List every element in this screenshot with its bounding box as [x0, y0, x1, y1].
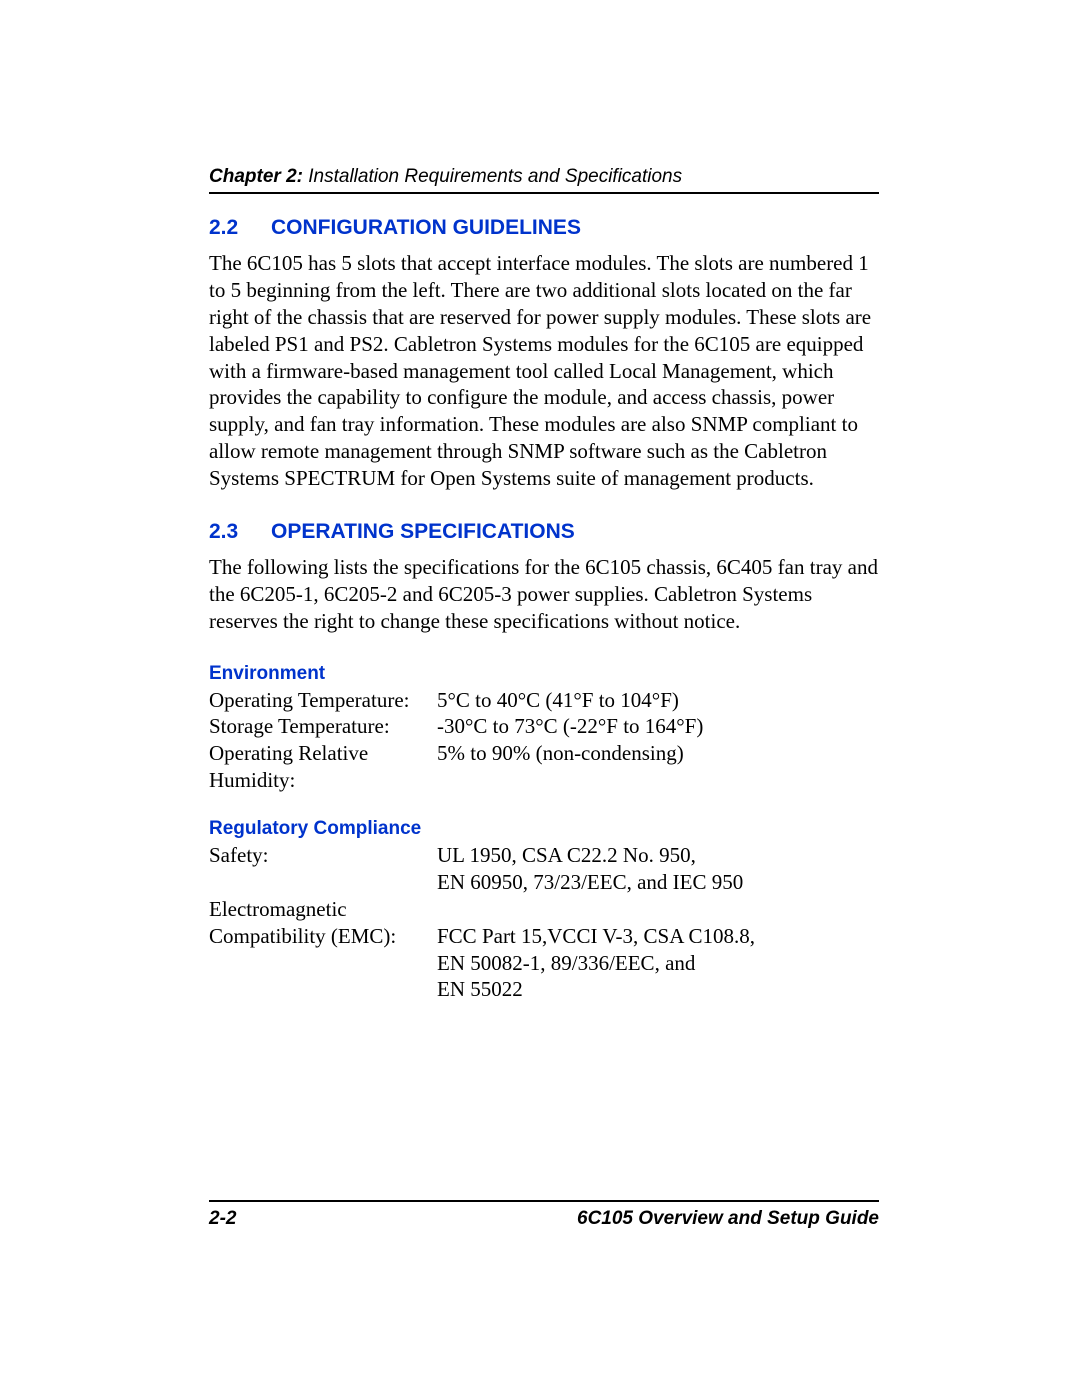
spec-row-safety-2: EN 60950, 73/23/EEC, and IEC 950	[209, 869, 879, 896]
spec-label-empty	[209, 869, 437, 896]
section-2-2-body: The 6C105 has 5 slots that accept interf…	[209, 250, 879, 492]
spec-label: Storage Temperature:	[209, 713, 437, 740]
spec-label: Safety:	[209, 842, 437, 869]
regulatory-subhead: Regulatory Compliance	[209, 818, 879, 840]
spec-value: EN 60950, 73/23/EEC, and IEC 950	[437, 869, 879, 896]
spec-value: 5°C to 40°C (41°F to 104°F)	[437, 687, 879, 714]
spec-value-empty	[437, 896, 879, 923]
section-title: CONFIGURATION GUIDELINES	[271, 216, 581, 239]
spec-label: Operating Relative Humidity:	[209, 740, 437, 794]
section-2-3-heading: 2.3OPERATING SPECIFICATIONS	[209, 520, 879, 544]
spec-value: -30°C to 73°C (-22°F to 164°F)	[437, 713, 879, 740]
spec-value: EN 55022	[437, 976, 879, 1003]
spec-label: Electromagnetic	[209, 896, 437, 923]
spec-value: UL 1950, CSA C22.2 No. 950,	[437, 842, 879, 869]
spec-value: FCC Part 15,VCCI V-3, CSA C108.8,	[437, 923, 879, 950]
spec-row-emc-2: EN 50082-1, 89/336/EEC, and	[209, 950, 879, 977]
page-footer: 2-2 6C105 Overview and Setup Guide	[209, 1200, 879, 1230]
spec-row-humidity: Operating Relative Humidity: 5% to 90% (…	[209, 740, 879, 794]
spec-label-empty	[209, 950, 437, 977]
spec-row-emc-3: EN 55022	[209, 976, 879, 1003]
spec-row-emc-label1: Electromagnetic	[209, 896, 879, 923]
environment-subhead: Environment	[209, 663, 879, 685]
spec-row-op-temp: Operating Temperature: 5°C to 40°C (41°F…	[209, 687, 879, 714]
spec-row-safety: Safety: UL 1950, CSA C22.2 No. 950,	[209, 842, 879, 869]
page-number: 2-2	[209, 1208, 236, 1230]
content-column: Chapter 2: Installation Requirements and…	[209, 166, 879, 1003]
section-number: 2.3	[209, 520, 271, 544]
section-2-3-body: The following lists the specifications f…	[209, 554, 879, 635]
spec-value: 5% to 90% (non-condensing)	[437, 740, 879, 794]
spec-row-emc-1: Compatibility (EMC): FCC Part 15,VCCI V-…	[209, 923, 879, 950]
section-number: 2.2	[209, 216, 271, 240]
chapter-label: Chapter 2:	[209, 166, 303, 187]
page: Chapter 2: Installation Requirements and…	[0, 0, 1080, 1397]
spec-label: Compatibility (EMC):	[209, 923, 437, 950]
running-header: Chapter 2: Installation Requirements and…	[209, 166, 879, 194]
chapter-title: Installation Requirements and Specificat…	[303, 166, 682, 187]
spec-value: EN 50082-1, 89/336/EEC, and	[437, 950, 879, 977]
doc-title: 6C105 Overview and Setup Guide	[577, 1208, 879, 1230]
section-2-2-heading: 2.2CONFIGURATION GUIDELINES	[209, 216, 879, 240]
spec-row-stor-temp: Storage Temperature: -30°C to 73°C (-22°…	[209, 713, 879, 740]
spec-label: Operating Temperature:	[209, 687, 437, 714]
spec-label-empty	[209, 976, 437, 1003]
section-title: OPERATING SPECIFICATIONS	[271, 520, 575, 543]
spacer	[209, 794, 879, 808]
